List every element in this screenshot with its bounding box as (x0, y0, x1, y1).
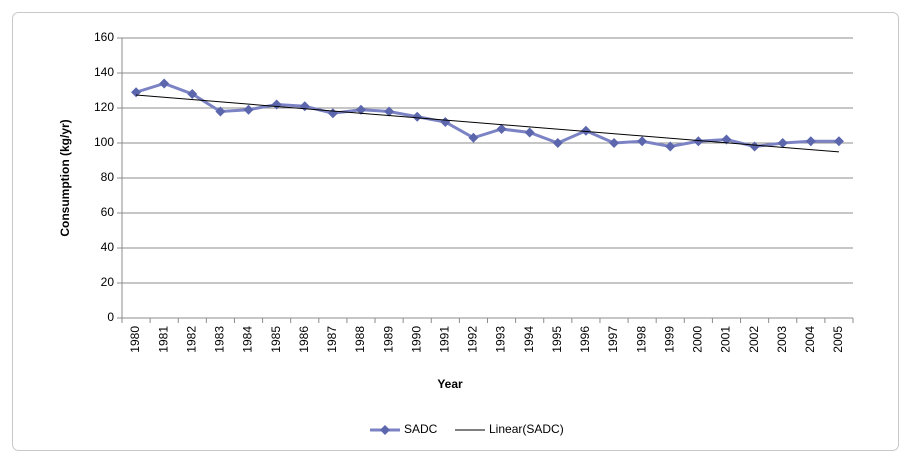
marker (215, 106, 226, 117)
x-tick-label: 1985 (269, 326, 283, 353)
marker (355, 104, 366, 115)
x-tick-label: 1996 (578, 326, 592, 353)
x-tick-label: 1986 (297, 326, 311, 353)
y-tick-label: 20 (101, 275, 115, 289)
x-tick-label: 1999 (662, 326, 676, 353)
marker (693, 136, 704, 147)
x-tick-label: 1997 (606, 326, 620, 353)
x-tick-label: 1998 (634, 326, 648, 353)
marker (131, 87, 142, 98)
x-tick-label: 1980 (128, 326, 142, 353)
marker (552, 138, 563, 148)
x-tick-label: 1984 (241, 326, 255, 353)
y-tick-label: 80 (101, 170, 115, 184)
marker (524, 127, 535, 138)
marker (637, 136, 648, 147)
y-tick-label: 140 (94, 65, 114, 79)
x-tick-label: 2000 (691, 326, 705, 353)
trend-line (136, 94, 839, 153)
y-tick-label: 40 (101, 240, 115, 254)
marker (580, 125, 591, 136)
x-tick-label: 1983 (213, 326, 227, 353)
x-tick-label: 2001 (719, 326, 733, 353)
marker (721, 134, 732, 145)
y-tick-label: 160 (94, 30, 114, 44)
marker (805, 136, 816, 147)
chart-frame (12, 12, 899, 451)
marker (468, 132, 479, 143)
x-tick-label: 2002 (747, 326, 761, 353)
marker (833, 136, 844, 147)
marker (412, 111, 423, 122)
marker (749, 141, 760, 152)
legend-marker (380, 425, 390, 435)
x-tick-label: 1993 (494, 326, 508, 353)
marker (243, 104, 254, 115)
x-tick-label: 1987 (325, 326, 339, 353)
x-tick-label: 1988 (353, 326, 367, 353)
y-tick-label: 100 (94, 135, 114, 149)
y-tick-label: 60 (101, 205, 115, 219)
marker (777, 138, 788, 148)
x-tick-label: 1982 (184, 326, 198, 353)
y-axis-title: Consumption (kg/yr) (58, 119, 72, 236)
x-tick-label: 1990 (409, 326, 423, 353)
marker (609, 138, 620, 148)
x-tick-label: 1981 (156, 326, 170, 353)
marker (384, 106, 395, 117)
x-axis-title: Year (437, 377, 463, 391)
y-tick-label: 0 (107, 310, 114, 324)
legend-label: Linear(SADC) (489, 422, 564, 436)
y-tick-label: 120 (94, 100, 114, 114)
x-tick-label: 2005 (831, 326, 845, 353)
x-tick-label: 2003 (775, 326, 789, 353)
x-tick-label: 1994 (522, 326, 536, 353)
x-tick-label: 1989 (381, 326, 395, 353)
x-tick-label: 1992 (466, 326, 480, 353)
x-tick-label: 1995 (550, 326, 564, 353)
legend-label: SADC (404, 422, 438, 436)
marker (159, 78, 170, 89)
marker (187, 89, 198, 99)
marker (665, 141, 676, 152)
x-tick-label: 1991 (437, 326, 451, 353)
marker (496, 124, 507, 134)
x-tick-label: 2004 (803, 326, 817, 353)
